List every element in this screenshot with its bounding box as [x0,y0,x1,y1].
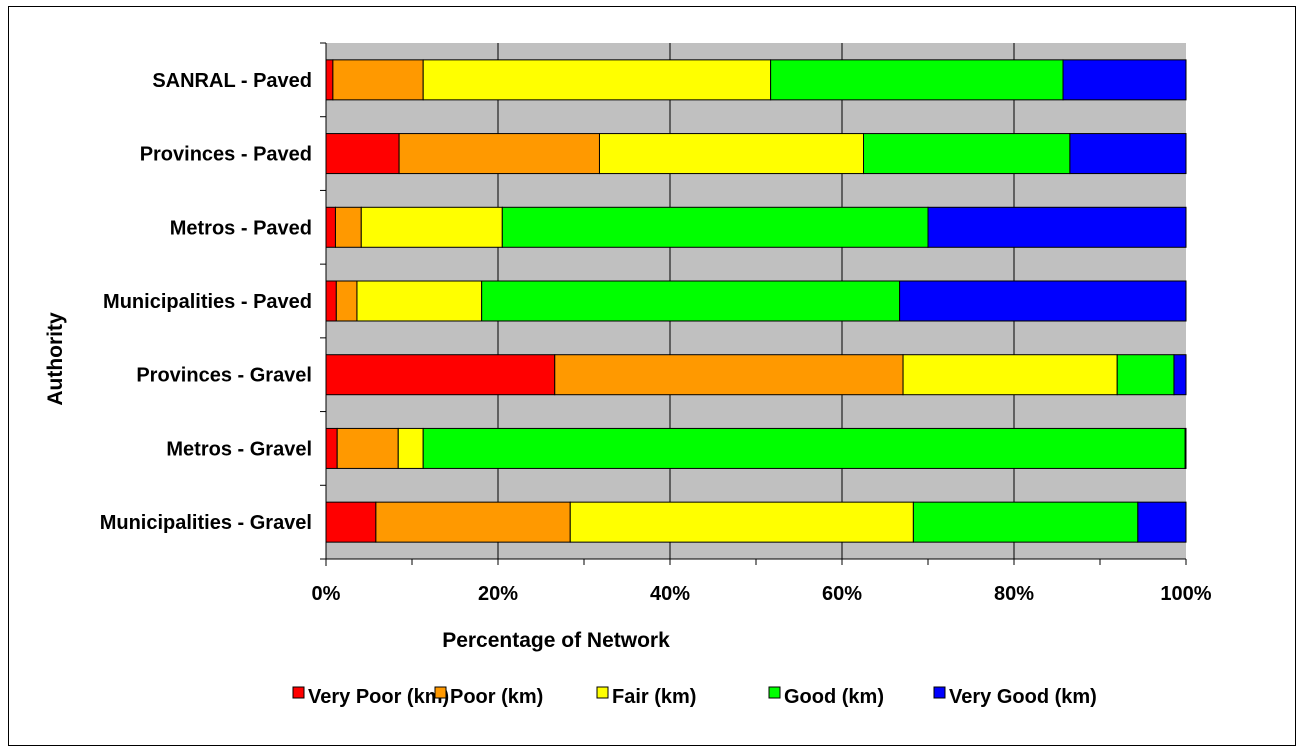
legend-label: Fair (km) [612,686,696,708]
bar-segment [912,501,1139,543]
bar-segment [770,59,1064,101]
bar-segment [334,206,362,248]
bar-segment [927,206,1187,248]
legend-swatch [596,686,609,699]
legend-label: Very Good (km) [949,686,1097,708]
bars [325,59,1187,543]
chart-frame: SANRAL - Paved Provinces - Paved Metros - … [8,6,1296,746]
bar-segment [863,133,1071,175]
legend-swatch [933,686,946,699]
bar-segment [356,280,483,322]
bar-segment [335,280,358,322]
legend-label: Good (km) [784,686,884,708]
bar-segment [325,280,337,322]
x-tick-label: 0% [312,583,341,605]
category-label: SANRAL - Paved [152,70,312,92]
bar-segment [554,354,904,396]
x-tick-label: 20% [478,583,518,605]
x-tick-label: 100% [1160,583,1211,605]
axes [320,42,1187,566]
bar-segment [1062,59,1187,101]
bar-segment [899,280,1187,322]
bar-segment [1137,501,1187,543]
bar-segment [1069,133,1187,175]
category-label: Metros - Paved [170,217,312,239]
bar-segment [325,354,556,396]
legend: Very Poor (km) Poor (km) Fair (km) Good (km… [292,686,1097,708]
bar-segment [1173,354,1187,396]
category-label: Municipalities - Paved [103,291,312,313]
bar-segment [481,280,901,322]
bar-segment [501,206,929,248]
legend-swatch [768,686,781,699]
stacked-bar-chart: SANRAL - Paved Provinces - Paved Metros - … [44,42,1212,708]
bar-segment [325,59,334,101]
bar-segment [332,59,424,101]
category-label: Provinces - Paved [140,144,312,166]
legend-label: Poor (km) [450,686,543,708]
bar-segment [902,354,1118,396]
bar-segment [598,133,864,175]
bar-segment [325,427,338,469]
bar-segment [397,427,424,469]
bar-segment [422,427,1186,469]
category-label: Metros - Gravel [166,438,312,460]
bar-segment [325,206,336,248]
category-labels: SANRAL - Paved Provinces - Paved Metros - … [100,70,312,534]
category-label: Municipalities - Gravel [100,512,312,534]
bar-segment [325,501,377,543]
x-axis-title: Percentage of Network [442,629,670,652]
bar-segment [422,59,772,101]
x-tick-label: 80% [994,583,1034,605]
bar-segment [375,501,571,543]
x-tick-labels: 0% 20% 40% 60% 80% 100% [312,583,1212,605]
x-tick-label: 60% [822,583,862,605]
bar-segment [1184,427,1187,469]
legend-swatch [292,686,305,699]
bar-segment [325,133,400,175]
bar-segment [398,133,600,175]
category-label: Provinces - Gravel [136,365,312,387]
x-tick-label: 40% [650,583,690,605]
legend-swatch [434,686,447,699]
bar-segment [336,427,399,469]
legend-label: Very Poor (km) [308,686,449,708]
bar-segment [569,501,914,543]
bar-segment [1116,354,1175,396]
bar-segment [360,206,503,248]
y-axis-title: Authority [44,312,67,406]
